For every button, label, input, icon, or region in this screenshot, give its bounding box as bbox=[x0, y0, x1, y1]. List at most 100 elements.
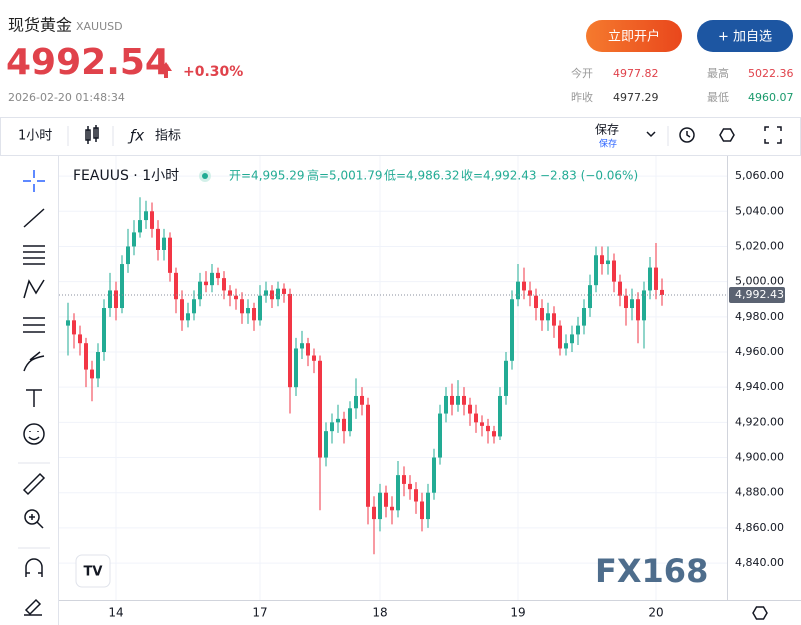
price: 4992.54 bbox=[6, 42, 170, 83]
candle-body bbox=[150, 211, 154, 229]
candle-body bbox=[372, 506, 376, 520]
candle-body bbox=[360, 395, 364, 405]
candle-body bbox=[282, 288, 286, 294]
candle-body bbox=[486, 425, 490, 432]
candle-body bbox=[510, 299, 514, 361]
fib-tool[interactable] bbox=[23, 245, 45, 265]
y-tick-label: 4,900.00 bbox=[735, 451, 784, 464]
emoji-face bbox=[28, 431, 40, 441]
pattern-tool[interactable] bbox=[23, 279, 45, 299]
fx-icon[interactable]: ƒx bbox=[127, 127, 144, 145]
candle-body bbox=[528, 290, 532, 296]
candle-body bbox=[468, 404, 472, 414]
candle-body bbox=[174, 272, 178, 300]
symbol: XAUUSD bbox=[76, 20, 123, 33]
legend-low: 低=4,986.32 bbox=[384, 169, 460, 183]
candle-body bbox=[522, 281, 526, 291]
emoji-tool[interactable] bbox=[23, 423, 45, 445]
candle-body bbox=[420, 501, 424, 520]
stat-value: 4977.29 bbox=[613, 91, 659, 104]
crosshair-tool[interactable] bbox=[23, 170, 45, 192]
fullscreen-icon[interactable] bbox=[764, 126, 782, 144]
plot: 4,840.00 4,860.00 4,880.00 4,900.00 4,920.00… bbox=[59, 156, 785, 620]
candle-body bbox=[612, 260, 616, 282]
candle-body bbox=[216, 272, 220, 279]
watermark: FX168 bbox=[595, 552, 708, 590]
tv-logo-text[interactable]: TV bbox=[84, 565, 103, 580]
line-tool[interactable] bbox=[23, 208, 45, 228]
save-menu[interactable] bbox=[646, 131, 656, 138]
legend-change: −2.83 (−0.06%) bbox=[540, 169, 638, 183]
candle-body bbox=[264, 290, 268, 296]
candle-body bbox=[330, 422, 334, 432]
y-tick-label: 5,060.00 bbox=[735, 169, 784, 182]
zoom-tool[interactable] bbox=[24, 509, 40, 525]
add-watch-button[interactable] bbox=[697, 20, 793, 52]
candle-body bbox=[636, 299, 640, 321]
y-tick-label: 5,040.00 bbox=[735, 204, 784, 217]
open-account-button[interactable] bbox=[586, 20, 682, 52]
toolbar bbox=[0, 117, 801, 156]
candle-body bbox=[210, 272, 214, 286]
stat-value: 5022.36 bbox=[748, 67, 794, 80]
candle-body bbox=[120, 264, 124, 309]
save[interactable]: 保存 bbox=[595, 123, 619, 137]
brush-tool[interactable] bbox=[23, 351, 45, 372]
candle-body bbox=[366, 404, 370, 507]
candle-body bbox=[648, 267, 652, 291]
candle-body bbox=[474, 413, 478, 423]
candle-body bbox=[552, 313, 556, 326]
candle-body bbox=[114, 290, 118, 309]
stat-label: 今开 bbox=[571, 66, 593, 80]
y-tick-label: 4,980.00 bbox=[735, 310, 784, 323]
add-watch-label[interactable]: + 加自选 bbox=[718, 30, 772, 45]
indicators[interactable]: 指标 bbox=[155, 129, 181, 144]
x-tick-label: 14 bbox=[108, 606, 123, 620]
y-tick-label: 4,940.00 bbox=[735, 380, 784, 393]
stat-value: 4977.82 bbox=[613, 67, 659, 80]
candle-body bbox=[204, 281, 208, 286]
alert-icon[interactable] bbox=[679, 127, 695, 143]
y-tick-label: 5,020.00 bbox=[735, 239, 784, 252]
candle-body bbox=[318, 360, 322, 458]
settings-icon[interactable] bbox=[719, 128, 735, 142]
candle-body bbox=[192, 299, 196, 314]
tv-logo[interactable] bbox=[75, 554, 111, 588]
candle-body bbox=[546, 313, 550, 321]
x-tick-label: 17 bbox=[252, 606, 267, 620]
candle-body bbox=[252, 308, 256, 321]
candle-body bbox=[660, 289, 664, 295]
last-price-tag bbox=[729, 286, 785, 303]
candle-body bbox=[228, 290, 232, 296]
candle-body bbox=[162, 237, 166, 250]
x-tick-label: 20 bbox=[648, 606, 663, 620]
magnet-tool[interactable] bbox=[25, 558, 43, 577]
candle-body bbox=[534, 295, 538, 309]
lock-tool[interactable] bbox=[24, 598, 42, 616]
candle-body bbox=[516, 281, 520, 300]
candle-body bbox=[462, 395, 466, 405]
candle-body bbox=[132, 232, 136, 247]
open-account-label[interactable]: 立即开户 bbox=[608, 29, 660, 45]
text-tool[interactable] bbox=[26, 389, 42, 407]
candle-body bbox=[582, 308, 586, 326]
candle-body bbox=[72, 320, 76, 335]
candle-body bbox=[90, 369, 94, 379]
candle-body bbox=[156, 228, 160, 250]
projection-tool[interactable] bbox=[23, 317, 45, 333]
candle-body bbox=[390, 506, 394, 511]
axis-settings[interactable] bbox=[752, 606, 768, 620]
candle-body bbox=[378, 492, 382, 520]
candle-body bbox=[480, 422, 484, 426]
candle-body bbox=[96, 351, 100, 379]
change: +0.30% bbox=[183, 64, 243, 80]
candle-body bbox=[540, 308, 544, 321]
candle-body bbox=[408, 483, 412, 490]
candle-body bbox=[198, 281, 202, 300]
candle-body bbox=[168, 237, 172, 273]
candle-body bbox=[624, 295, 628, 309]
ruler-tool[interactable] bbox=[22, 472, 46, 496]
chart-type-icon[interactable] bbox=[85, 125, 99, 144]
interval[interactable]: 1小时 bbox=[18, 129, 52, 144]
candle-body bbox=[438, 413, 442, 458]
